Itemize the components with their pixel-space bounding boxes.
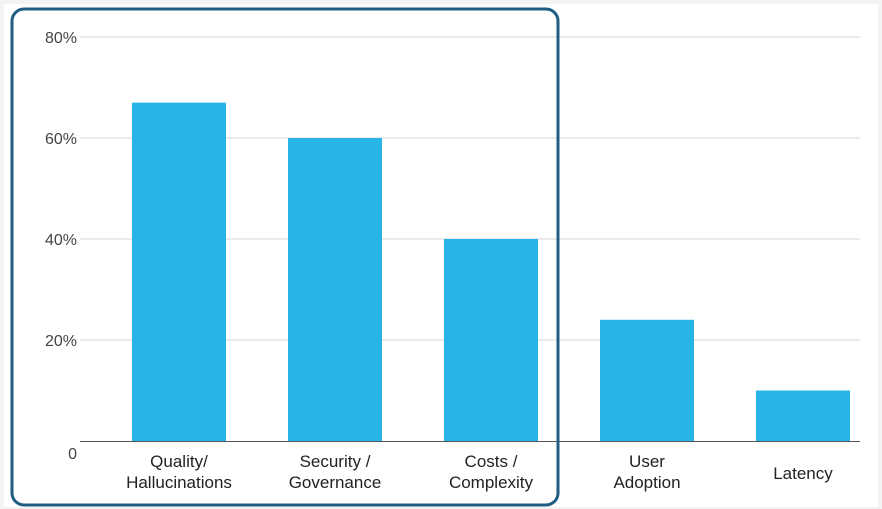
- bar: [444, 239, 538, 441]
- y-tick-label: 60%: [45, 131, 77, 148]
- x-tick-label: Security / Governance: [289, 452, 382, 492]
- bars: [132, 102, 850, 442]
- bar: [132, 102, 226, 442]
- highlight-box: [10, 7, 560, 507]
- y-tick-label: 40%: [45, 232, 77, 249]
- bar: [600, 319, 694, 441]
- x-axis-labels: Quality/Hallucinations Security / Governan…: [126, 452, 833, 492]
- bar: [756, 390, 850, 441]
- x-tick-label: Costs / Complexity: [449, 452, 534, 492]
- y-axis-ticks: 0 20% 40% 60% 80%: [45, 30, 77, 463]
- y-tick-label: 0: [68, 446, 77, 463]
- bar: [288, 138, 382, 441]
- y-tick-label: 20%: [45, 333, 77, 350]
- y-tick-label: 80%: [45, 30, 77, 47]
- x-tick-label: Latency: [773, 464, 833, 483]
- x-tick-label: User Adoption: [613, 452, 680, 492]
- x-tick-label: Quality/Hallucinations: [126, 452, 232, 492]
